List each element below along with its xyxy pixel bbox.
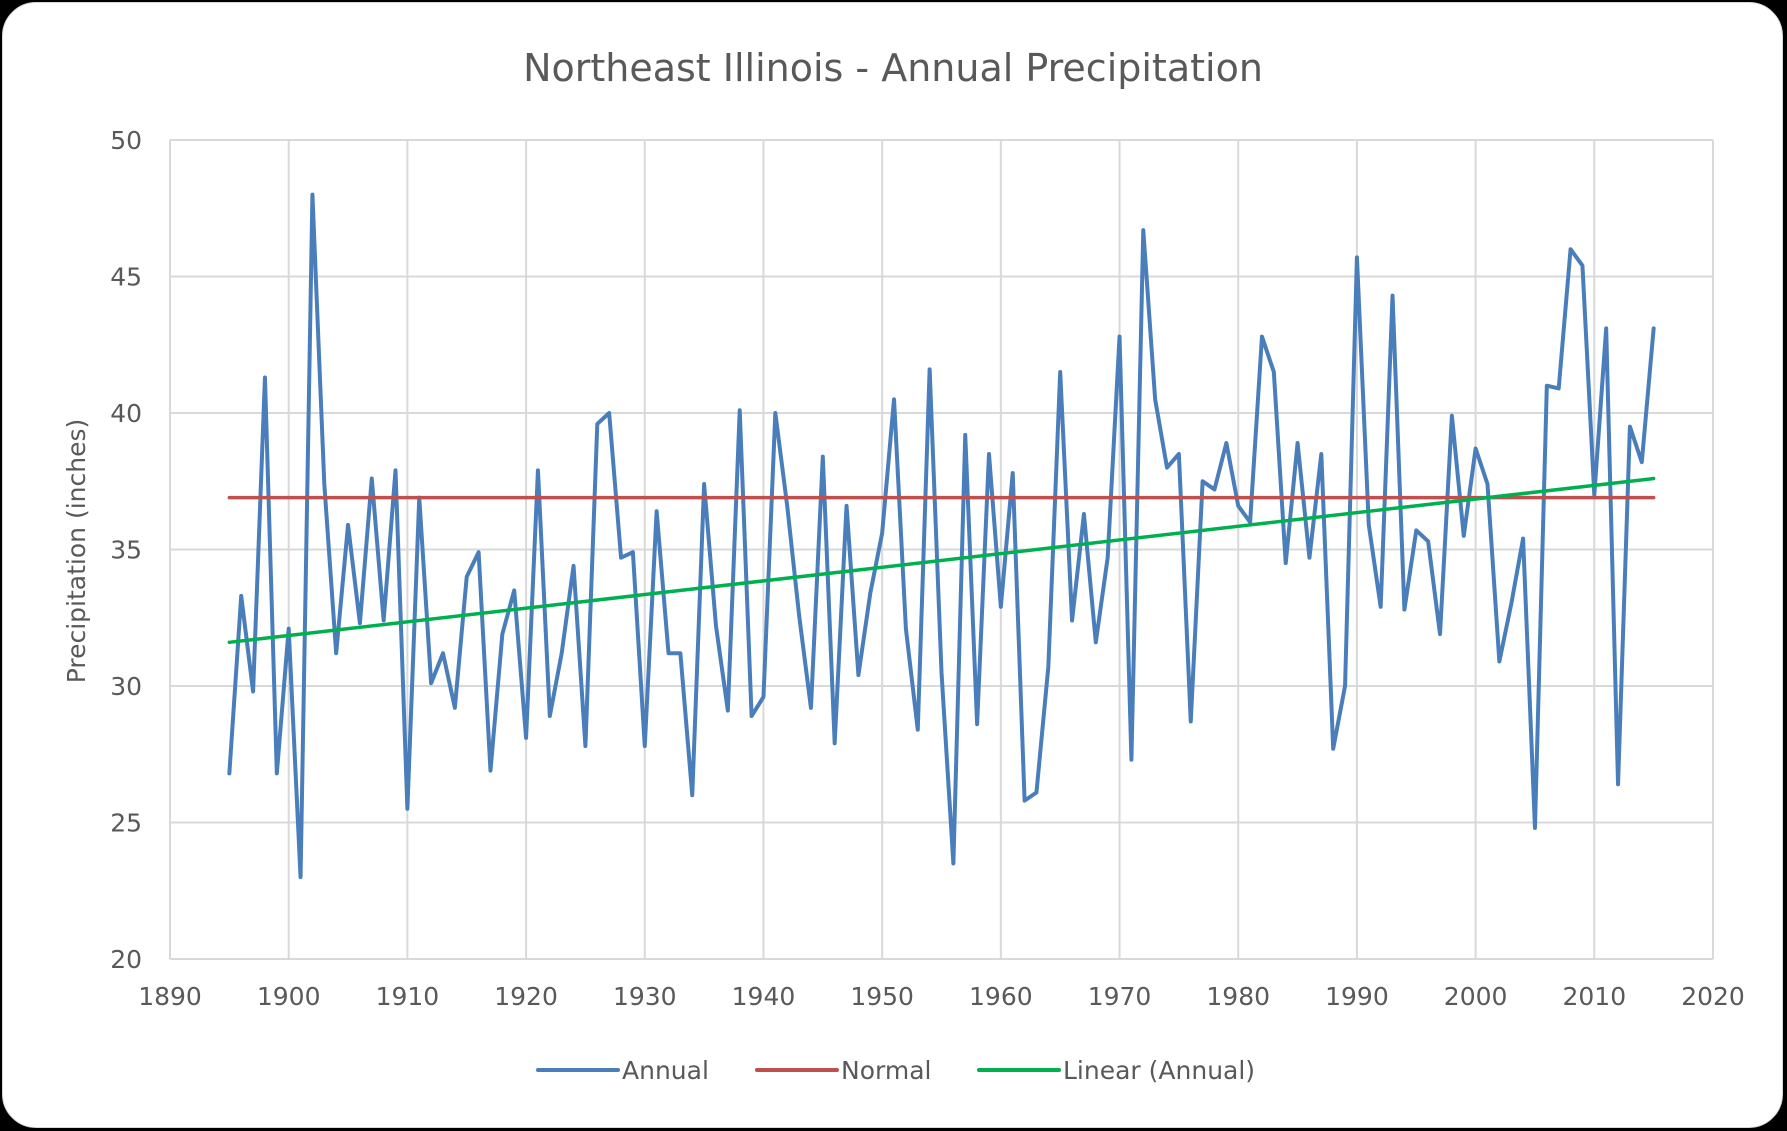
- legend-item: Linear (Annual): [977, 1056, 1255, 1085]
- line-chart: Northeast Illinois - Annual Precipitatio…: [62, 46, 1745, 1085]
- gridlines: [169, 139, 1714, 960]
- legend-item: Normal: [755, 1056, 931, 1085]
- x-tick-label: 1930: [613, 982, 677, 1011]
- x-tick-label: 1920: [494, 982, 558, 1011]
- x-tick-label: 1970: [1088, 982, 1152, 1011]
- series-linear-annual-line: [227, 476, 1656, 645]
- chart-title: Northeast Illinois - Annual Precipitatio…: [523, 46, 1263, 90]
- series-layer: [227, 192, 1656, 880]
- x-tick-label: 1980: [1206, 982, 1270, 1011]
- y-tick-label: 50: [110, 126, 142, 155]
- x-axis-ticks: 1890 1900 1910 1920 1930 1940 1950 1960 1970 1980…: [138, 982, 1745, 1011]
- y-axis-label: Precipitation (inches): [62, 419, 91, 684]
- x-tick-label: 1940: [732, 982, 796, 1011]
- legend-label: Normal: [841, 1056, 931, 1085]
- x-tick-label: 1910: [376, 982, 440, 1011]
- x-tick-label: 2010: [1562, 982, 1626, 1011]
- y-tick-label: 30: [110, 672, 142, 701]
- legend-label: Linear (Annual): [1063, 1056, 1255, 1085]
- y-tick-label: 45: [110, 263, 142, 292]
- x-tick-label: 1960: [969, 982, 1033, 1011]
- legend: Annual Normal Linear (Annual): [536, 1056, 1255, 1085]
- y-tick-label: 35: [110, 536, 142, 565]
- x-tick-label: 1900: [257, 982, 321, 1011]
- x-tick-label: 1890: [138, 982, 202, 1011]
- y-tick-label: 40: [110, 399, 142, 428]
- x-tick-label: 2020: [1681, 982, 1745, 1011]
- y-tick-label: 25: [110, 809, 142, 838]
- legend-label: Annual: [622, 1056, 709, 1085]
- y-tick-label: 20: [110, 945, 142, 974]
- x-tick-label: 2000: [1444, 982, 1508, 1011]
- x-tick-label: 1990: [1325, 982, 1389, 1011]
- series-annual-line: [227, 192, 1656, 880]
- x-tick-label: 1950: [850, 982, 914, 1011]
- y-axis-ticks: 20 25 30 35 40 45 50: [110, 126, 142, 974]
- legend-item: Annual: [536, 1056, 709, 1085]
